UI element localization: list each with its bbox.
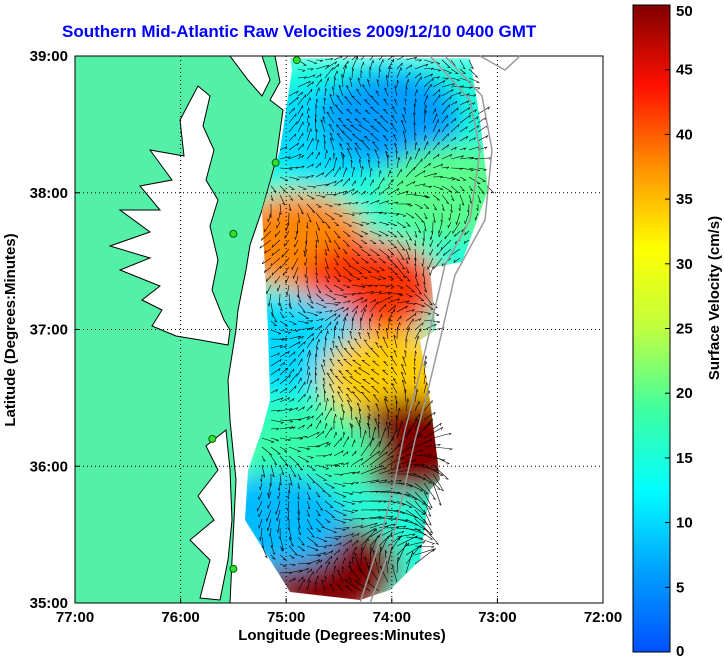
x-tick-label: 74:00 — [373, 609, 411, 626]
y-axis-label: Latitude (Degrees:Minutes) — [2, 233, 19, 426]
velocity-region — [321, 69, 462, 166]
grid-lines — [75, 56, 603, 603]
radar-site-marker — [271, 158, 280, 167]
x-tick-label: 76:00 — [161, 609, 199, 626]
colorbar-label: Surface Velocity (cm/s) — [706, 216, 723, 380]
colorbar-tick-label: 25 — [676, 321, 693, 338]
x-axis: 77:00 76:00 75:00 74:00 73:00 72:00 — [56, 598, 622, 626]
bathymetry-contours — [359, 55, 521, 604]
colorbar — [632, 4, 671, 653]
y-tick-label: 35:00 — [30, 595, 68, 612]
radar-site-marker — [229, 564, 238, 573]
x-tick-label: 72:00 — [584, 609, 622, 626]
y-axis: 39:00 38:00 37:00 36:00 35:00 — [30, 48, 80, 612]
radar-site-marker — [292, 56, 301, 65]
pamlico-sound — [189, 429, 233, 601]
x-tick-label: 75:00 — [267, 609, 305, 626]
colorbar-tick-label: 10 — [676, 515, 693, 532]
radar-site-marker — [208, 434, 217, 443]
velocity-region — [245, 472, 346, 569]
colorbar-tick-label: 35 — [676, 191, 693, 208]
radar-site-marker — [229, 229, 238, 238]
colorbar-tick-label: 20 — [676, 385, 693, 402]
colorbar-tick-label: 0 — [676, 643, 684, 659]
colorbar-tick-label: 50 — [676, 3, 693, 20]
colorbar-tick-label: 30 — [676, 256, 693, 273]
delaware-bay — [229, 55, 271, 97]
colorbar-tick-label: 40 — [676, 126, 693, 143]
chesapeake-bay — [108, 85, 231, 346]
chart-title: Southern Mid-Atlantic Raw Velocities 200… — [62, 22, 537, 41]
y-tick-label: 37:00 — [30, 322, 68, 339]
colorbar-tick-label: 5 — [676, 579, 684, 596]
x-tick-label: 77:00 — [56, 609, 94, 626]
x-axis-label: Longitude (Degrees:Minutes) — [238, 627, 446, 644]
colorbar-ticks: 0 5 10 15 20 25 30 35 40 45 50 — [665, 3, 693, 659]
y-tick-label: 38:00 — [30, 185, 68, 202]
velocity-vectors — [256, 56, 495, 592]
colorbar-tick-label: 15 — [676, 450, 693, 467]
colorbar-tick-label: 45 — [676, 62, 693, 79]
y-tick-label: 36:00 — [30, 458, 68, 475]
x-tick-label: 73:00 — [478, 609, 516, 626]
chart-title-bar: Southern Mid-Atlantic Raw Velocities 200… — [0, 20, 724, 44]
radar-sites — [208, 56, 301, 573]
y-tick-label: 39:00 — [30, 48, 68, 65]
